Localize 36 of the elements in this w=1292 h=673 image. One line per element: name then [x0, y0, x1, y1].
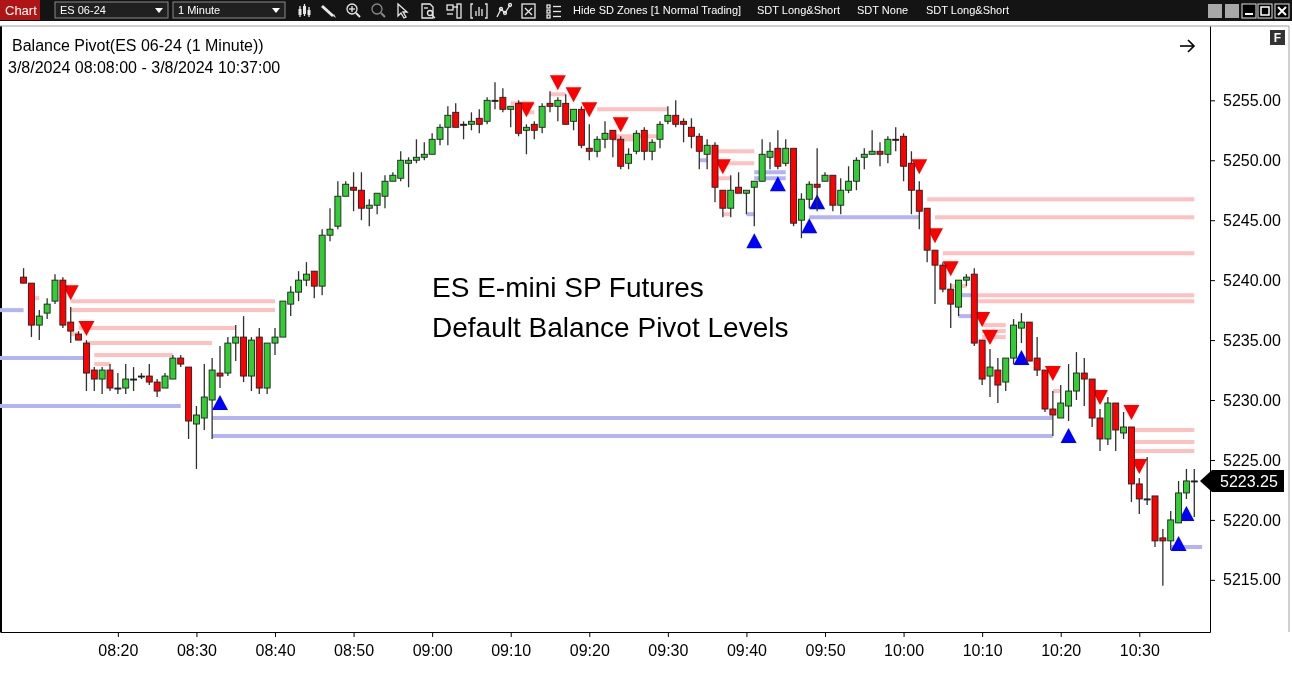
x-tick-label: 09:20 [569, 642, 610, 660]
y-tick-label: 5235.00 [1223, 331, 1281, 349]
annotation: ES E-mini SP Futures [432, 272, 704, 303]
x-tick-label: 09:30 [648, 642, 689, 660]
y-tick-label: 5225.00 [1223, 451, 1281, 469]
x-tick-label: 09:00 [412, 642, 453, 660]
text: 3/8/2024 08:08:00 - 3/8/2024 10:37:00 [8, 59, 281, 76]
y-tick-label: 5230.00 [1223, 391, 1281, 409]
y-tick-label: 5220.00 [1223, 511, 1281, 529]
text: Chart [5, 3, 38, 18]
x-tick-label: 08:30 [176, 642, 218, 660]
x-tick-label: 10:30 [1119, 642, 1160, 660]
x-tick-label: 08:40 [255, 642, 296, 660]
x-tick-label: 08:20 [98, 642, 139, 660]
text: F [1273, 31, 1282, 45]
text: 5223.25 [1220, 472, 1278, 490]
y-tick-label: 5240.00 [1223, 271, 1281, 289]
text: 1 Minute [178, 4, 221, 16]
x-tick-label: 09:50 [805, 642, 846, 660]
x-tick-label: 09:10 [491, 642, 532, 660]
text: ES 06-24 [60, 4, 106, 16]
y-tick-label: 5250.00 [1223, 151, 1281, 169]
y-tick-label: 5245.00 [1223, 211, 1281, 229]
text: Balance Pivot(ES 06-24 (1 Minute)) [12, 37, 264, 54]
text: SDT None [857, 4, 909, 16]
annotation: Default Balance Pivot Levels [432, 312, 789, 343]
x-tick-label: 10:00 [884, 642, 925, 660]
text: Hide SD Zones [1 Normal Trading] [573, 4, 742, 16]
x-tick-label: 08:50 [334, 642, 375, 660]
y-tick-label: 5215.00 [1223, 571, 1281, 589]
x-tick-label: 09:40 [726, 642, 768, 660]
y-tick-label: 5255.00 [1223, 91, 1281, 109]
text: SDT Long&Short [757, 4, 840, 16]
text: SDT Long&Short [926, 4, 1009, 16]
x-tick-label: 10:10 [962, 642, 1003, 660]
x-tick-label: 10:20 [1041, 642, 1082, 660]
